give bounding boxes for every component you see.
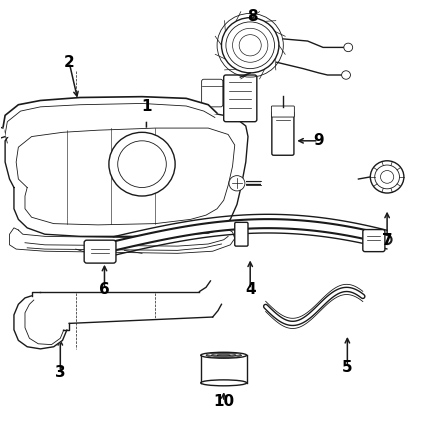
Text: 5: 5 <box>342 360 353 375</box>
Circle shape <box>370 161 404 193</box>
Ellipse shape <box>201 352 247 358</box>
Circle shape <box>342 71 350 79</box>
Circle shape <box>381 170 394 183</box>
Text: 1: 1 <box>141 99 152 114</box>
FancyBboxPatch shape <box>235 222 248 246</box>
Text: 8: 8 <box>247 9 258 24</box>
Circle shape <box>109 132 175 196</box>
Polygon shape <box>0 126 5 139</box>
FancyBboxPatch shape <box>84 240 116 263</box>
Text: 2: 2 <box>64 55 74 70</box>
FancyBboxPatch shape <box>272 106 294 117</box>
Ellipse shape <box>201 380 247 386</box>
Circle shape <box>229 176 245 191</box>
Text: 4: 4 <box>245 282 256 297</box>
Text: 10: 10 <box>213 394 234 409</box>
Polygon shape <box>14 296 67 349</box>
Text: 3: 3 <box>55 365 66 380</box>
FancyBboxPatch shape <box>363 230 385 252</box>
Polygon shape <box>5 113 248 236</box>
Polygon shape <box>3 97 217 137</box>
Polygon shape <box>10 228 235 253</box>
Text: 7: 7 <box>382 233 392 248</box>
Text: 9: 9 <box>313 133 324 148</box>
Polygon shape <box>16 128 235 225</box>
FancyBboxPatch shape <box>202 79 223 107</box>
Circle shape <box>344 43 353 52</box>
FancyBboxPatch shape <box>224 75 257 122</box>
Text: 6: 6 <box>99 282 110 297</box>
FancyBboxPatch shape <box>272 112 294 155</box>
Circle shape <box>375 165 400 189</box>
Circle shape <box>118 141 166 187</box>
